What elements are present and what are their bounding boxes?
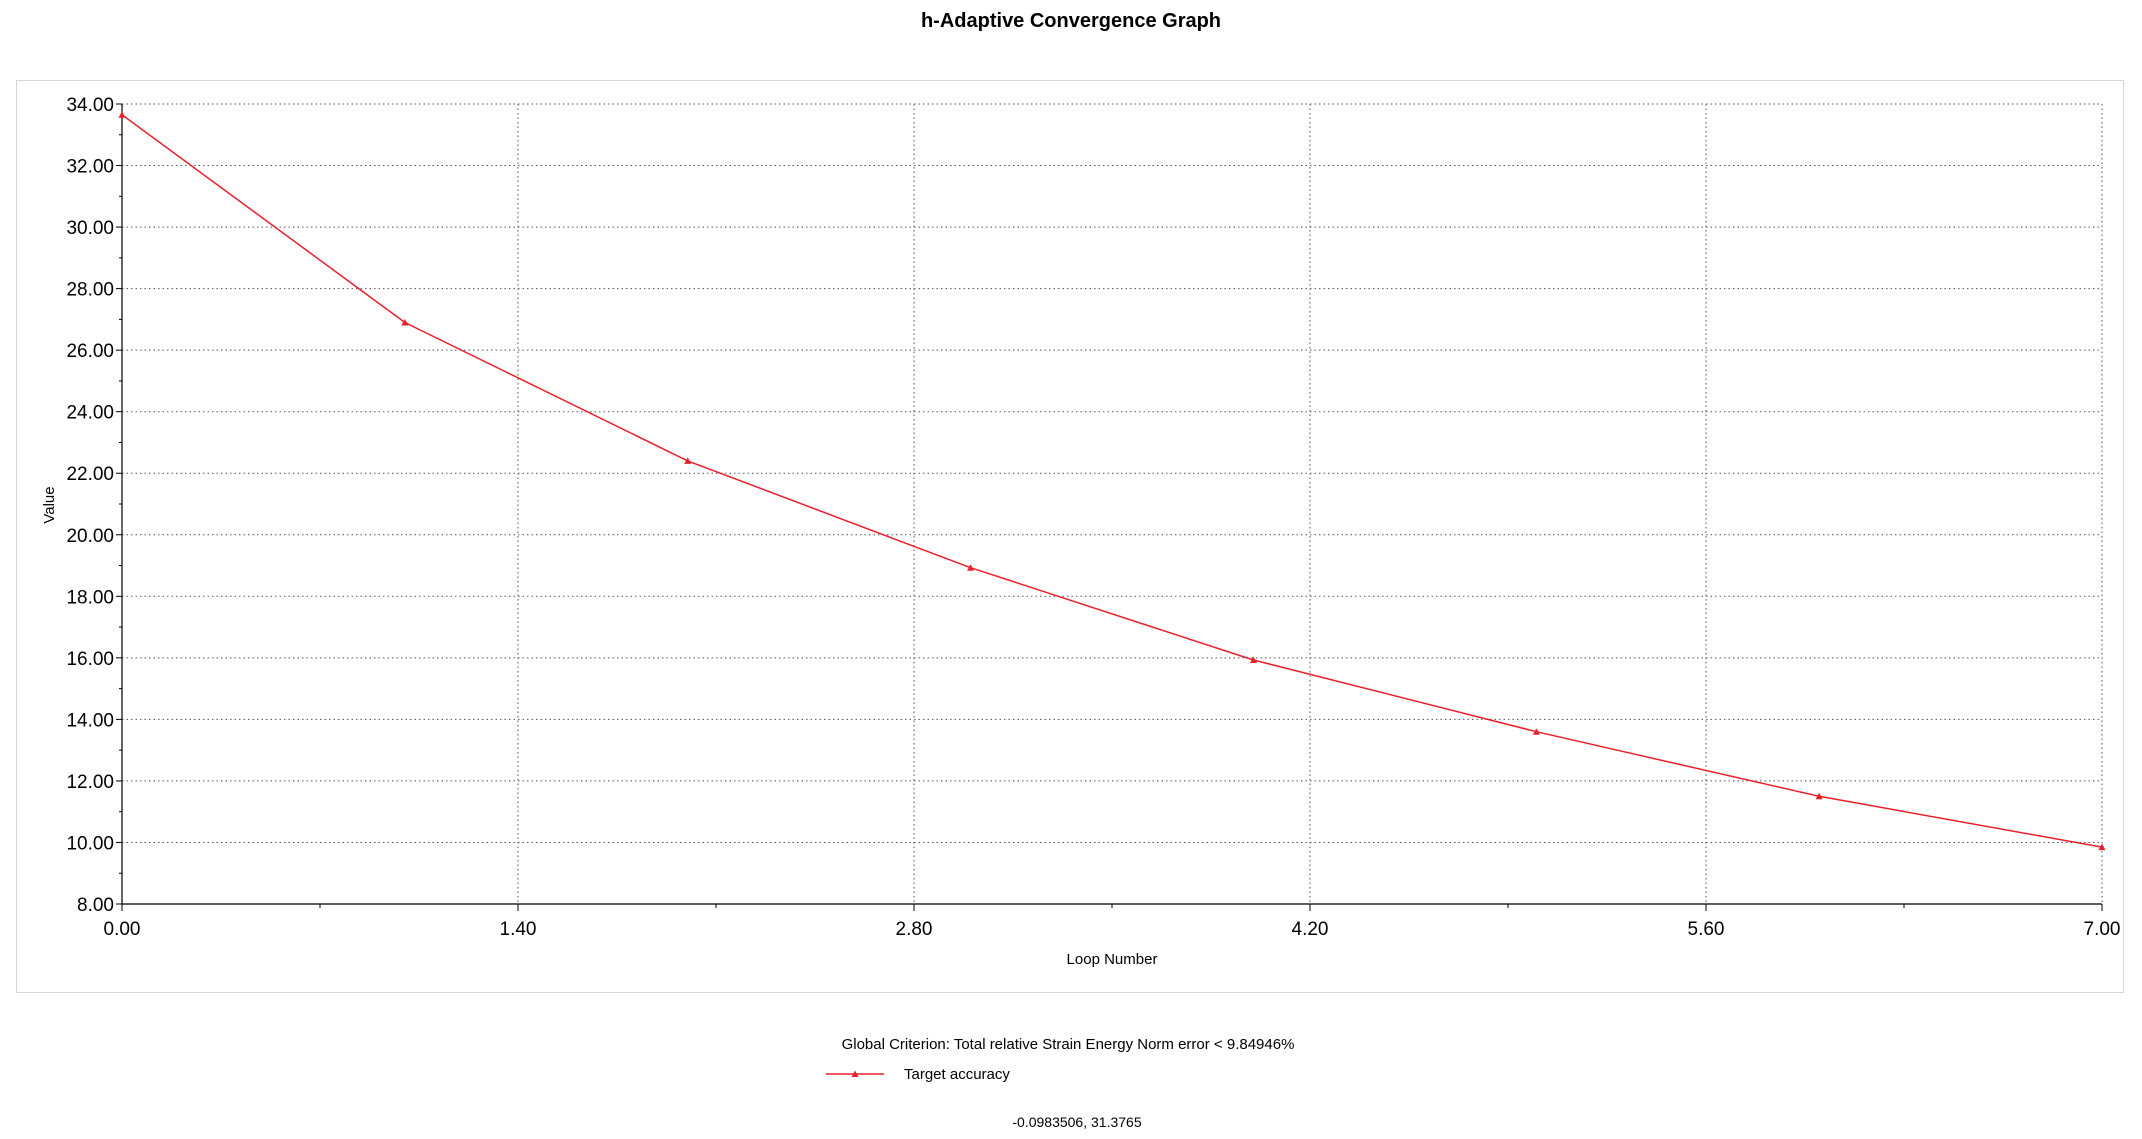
series-line <box>121 114 2103 848</box>
x-tick-label: 5.60 <box>1688 919 1725 940</box>
series-target-accuracy <box>118 111 2106 851</box>
y-axis-title: Value <box>41 486 58 523</box>
axes <box>116 103 2103 911</box>
cursor-coordinate-readout: -0.0983506, 31.3765 <box>1012 1114 1141 1130</box>
y-tick-label: 22.00 <box>66 464 114 485</box>
data-point <box>118 111 126 118</box>
data-point <box>967 564 975 571</box>
y-tick-label: 16.00 <box>66 649 114 670</box>
x-tick-label: 1.40 <box>500 919 537 940</box>
data-point <box>1249 656 1257 663</box>
data-point <box>401 318 409 326</box>
legend-swatch-marker <box>851 1070 859 1077</box>
grid-lines <box>122 103 2103 904</box>
plot-area-frame <box>16 80 2124 993</box>
data-point <box>1532 728 1540 735</box>
y-tick-label: 24.00 <box>66 403 114 424</box>
x-tick-label: 0.00 <box>104 919 141 940</box>
legend-label-target-accuracy: Target accuracy <box>904 1066 1010 1083</box>
y-tick-label: 26.00 <box>66 341 114 362</box>
data-point <box>2098 843 2106 851</box>
y-tick-label: 12.00 <box>66 772 114 793</box>
data-point <box>1815 792 1823 800</box>
y-tick-label: 28.00 <box>66 280 114 301</box>
tick-labels: 8.00 10.00 12.00 14.00 16.00 18.00 20.00 22.00 2… <box>66 95 2120 940</box>
y-tick-label: 8.00 <box>77 895 114 916</box>
legend: Target accuracy <box>826 1066 1010 1083</box>
y-tick-label: 18.00 <box>66 587 114 608</box>
y-tick-label: 32.00 <box>66 157 114 178</box>
x-tick-label: 7.00 <box>2084 919 2121 940</box>
data-point <box>684 457 692 464</box>
y-tick-label: 20.00 <box>66 526 114 547</box>
y-tick-label: 30.00 <box>66 218 114 239</box>
x-tick-label: 4.20 <box>1292 919 1329 940</box>
x-tick-label: 2.80 <box>896 919 933 940</box>
x-axis-title: Loop Number <box>1067 951 1158 968</box>
chart-title: h-Adaptive Convergence Graph <box>920 10 1222 32</box>
y-tick-label: 14.00 <box>66 710 114 731</box>
global-criterion-label: Global Criterion: Total relative Strain … <box>842 1036 1295 1053</box>
y-tick-label: 10.00 <box>66 833 114 854</box>
y-tick-label: 34.00 <box>66 95 114 116</box>
